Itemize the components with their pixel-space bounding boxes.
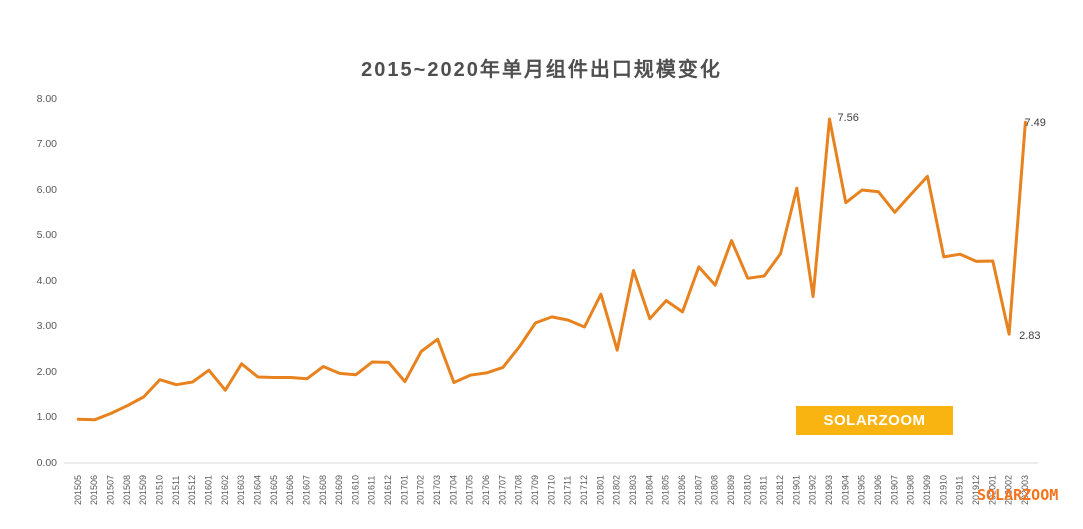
x-axis-label: 201707 — [497, 474, 508, 505]
x-axis-label: 201509 — [138, 474, 149, 505]
x-axis-label: 201909 — [921, 474, 932, 505]
y-axis-label: 6.00 — [36, 183, 57, 196]
x-axis-label: 201910 — [938, 474, 949, 505]
data-label: 2.83 — [1019, 330, 1041, 343]
x-axis-label: 201803 — [628, 474, 639, 505]
x-axis-label: 201806 — [677, 474, 688, 505]
x-axis-label: 201507 — [105, 474, 116, 505]
y-axis-label: 3.00 — [36, 320, 57, 332]
y-axis-label: 4.00 — [36, 274, 57, 287]
x-axis-label: 201708 — [513, 474, 524, 505]
x-axis-label: 201908 — [905, 474, 916, 505]
chart-title: 2015~2020年单月组件出口规模变化 — [361, 59, 722, 81]
x-axis-label: 201911 — [954, 475, 965, 505]
y-axis-label: 5.00 — [36, 229, 57, 241]
export-trend-line — [76, 117, 1027, 422]
x-axis-label: 201505 — [72, 474, 83, 505]
x-axis-label: 201512 — [187, 474, 198, 505]
x-axis-label: 201808 — [709, 474, 720, 505]
data-label: 7.56 — [837, 112, 859, 125]
x-axis-label: 201506 — [89, 474, 100, 505]
y-axis-label: 7.00 — [36, 138, 57, 150]
x-axis-label: 201607 — [301, 474, 312, 505]
x-axis-label: 201809 — [726, 474, 736, 505]
x-axis-label: 201901 — [791, 474, 802, 505]
data-label: 7.49 — [1024, 117, 1046, 130]
x-axis-label: 201608 — [317, 474, 328, 505]
x-axis-label: 201805 — [660, 474, 671, 505]
x-axis-label: 201710 — [546, 474, 557, 505]
x-axis-label: 201602 — [219, 474, 230, 505]
x-axis-label: 201804 — [644, 474, 655, 505]
x-axis-label: 201603 — [236, 474, 247, 505]
x-axis-label: 201810 — [742, 474, 753, 505]
x-axis-label: 201704 — [448, 474, 459, 505]
x-axis-label: 201711 — [562, 475, 573, 505]
x-axis-label: 201903 — [823, 474, 834, 505]
x-axis-label: 201811 — [758, 475, 769, 505]
x-axis-label: 201508 — [121, 474, 132, 505]
y-axis-label: 8.00 — [36, 92, 57, 105]
x-axis-label: 201905 — [856, 474, 867, 505]
x-axis-label: 201812 — [774, 474, 785, 505]
x-axis-label: 201604 — [252, 474, 263, 505]
x-axis-label: 201906 — [872, 474, 883, 505]
x-axis-label: 201611 — [366, 475, 377, 505]
x-axis-label: 201612 — [383, 474, 394, 505]
x-axis-label: 201712 — [579, 474, 590, 505]
solarzoom-watermark: SOLARZOOM — [977, 486, 1059, 504]
x-axis-label: 201610 — [350, 474, 361, 505]
x-axis-label: 201802 — [611, 474, 622, 505]
solarzoom-badge: SOLARZOOM — [796, 406, 953, 435]
x-axis-label: 201801 — [595, 474, 606, 505]
x-axis-label: 201511 — [170, 475, 181, 505]
x-axis-label: 201807 — [693, 474, 704, 505]
x-axis-label: 201705 — [464, 474, 475, 505]
x-axis-label: 201609 — [334, 474, 345, 505]
y-axis-label: 1.00 — [36, 411, 57, 423]
x-axis-label: 201709 — [530, 474, 541, 505]
x-axis-label: 201510 — [154, 474, 165, 505]
x-axis-label: 201706 — [481, 474, 492, 505]
x-axis-label: 201601 — [203, 474, 214, 505]
y-axis-label: 0.00 — [36, 456, 57, 469]
y-axis-label: 2.00 — [36, 365, 57, 378]
x-axis-label: 201907 — [889, 474, 900, 505]
x-axis-label: 201701 — [399, 474, 410, 505]
x-axis-label: 201702 — [415, 474, 426, 505]
x-axis-label: 201902 — [807, 474, 818, 505]
x-axis-label: 201606 — [285, 474, 296, 505]
x-axis-label: 201605 — [268, 474, 279, 505]
x-axis-label: 201703 — [432, 474, 443, 505]
x-axis-label: 201904 — [840, 474, 851, 505]
